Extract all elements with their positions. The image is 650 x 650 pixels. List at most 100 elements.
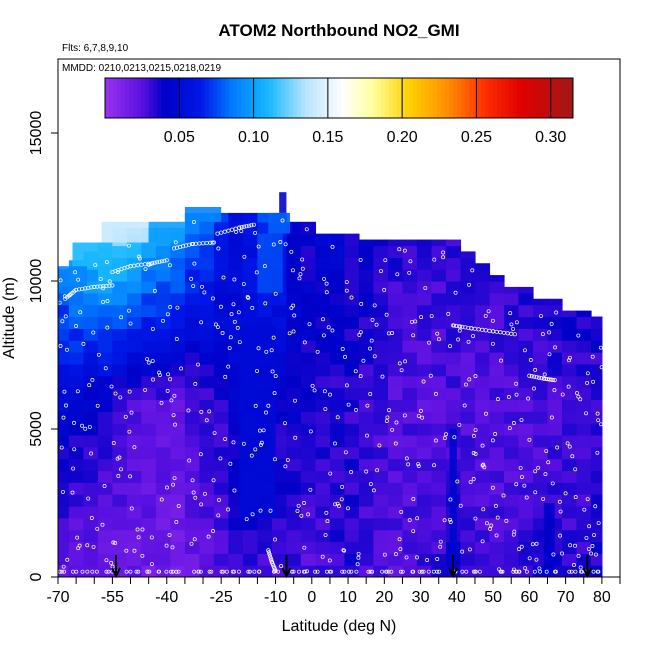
sample-point [344, 383, 349, 388]
colorbar-segment [357, 78, 362, 118]
sample-point [168, 377, 173, 382]
sample-point [483, 313, 488, 318]
heat-cell [431, 387, 447, 400]
sample-point [171, 413, 176, 418]
sample-point [563, 491, 568, 496]
colorbar-segment [461, 78, 466, 118]
heat-cell [58, 411, 70, 424]
sample-point [573, 467, 578, 472]
sample-point [481, 507, 486, 512]
heat-cell [344, 281, 360, 294]
heat-cell [431, 281, 447, 294]
heat-cell [402, 494, 418, 507]
heat-cell [170, 387, 186, 400]
flights-subtitle: Flts: 6,7,8,9,10 [62, 43, 129, 54]
sample-point [356, 555, 361, 560]
heat-cell [271, 352, 288, 365]
heat-cell [358, 352, 375, 365]
heat-cell [83, 399, 99, 412]
heat-cell [242, 541, 259, 554]
sample-point [490, 341, 495, 346]
sample-point [585, 497, 590, 502]
heat-cell [315, 257, 331, 270]
heat-cell [83, 328, 99, 341]
sample-point [448, 520, 453, 524]
heat-cell [445, 281, 462, 294]
sample-point [433, 391, 438, 396]
heat-cell [387, 363, 404, 377]
heat-cell [271, 541, 288, 554]
flight-tracks [58, 218, 604, 574]
heat-cell [58, 375, 70, 389]
sample-point [199, 502, 204, 507]
heat-cell [474, 399, 491, 412]
track-point [529, 374, 534, 379]
heat-cell [387, 434, 404, 448]
sample-point [553, 345, 558, 350]
heat-cell [373, 517, 389, 531]
heat-cell [112, 245, 128, 258]
heat-cell [416, 411, 433, 424]
sample-point [528, 358, 533, 362]
sample-point [573, 495, 578, 500]
heat-cell [184, 458, 200, 472]
track-point [249, 223, 254, 228]
heat-cell [561, 387, 578, 400]
heat-cell [170, 494, 186, 507]
sample-point [300, 257, 305, 262]
colorbar-segment [449, 78, 454, 118]
sample-point [547, 330, 552, 335]
colorbar-segment [405, 78, 410, 118]
heat-cell [83, 529, 99, 543]
heat-cell [286, 482, 302, 495]
sample-point [372, 303, 377, 308]
heat-cell [489, 281, 505, 294]
sample-point [416, 462, 421, 466]
heat-cell [112, 423, 128, 436]
heat-cell [358, 269, 375, 282]
heat-cell [373, 505, 389, 519]
heat-cell [532, 482, 549, 495]
sample-point [411, 333, 416, 338]
sample-point [333, 502, 337, 507]
heat-cell [518, 304, 534, 318]
heat-cell [547, 458, 563, 472]
sample-point [448, 517, 452, 522]
heat-cell [315, 352, 331, 365]
sample-point [394, 552, 398, 557]
heat-cell [126, 494, 142, 507]
x-tick-label: 20 [375, 589, 393, 606]
sample-point [471, 433, 476, 438]
heat-cell [358, 565, 375, 577]
heat-cell [97, 482, 113, 495]
heat-cell [300, 304, 317, 318]
colorbar-segment [221, 78, 226, 118]
heat-cell [155, 328, 171, 341]
heat-cell [97, 352, 113, 365]
heat-cell [68, 565, 84, 577]
track-point [269, 558, 274, 563]
sample-point [599, 422, 603, 427]
heat-cell [373, 529, 389, 543]
heat-cell [416, 505, 433, 519]
heat-cell [431, 399, 447, 412]
sample-point [176, 569, 181, 574]
heat-cell [58, 340, 70, 353]
profile-arrow-head [582, 567, 593, 579]
heat-cell [373, 565, 389, 577]
heat-cell [387, 446, 404, 460]
heat-cell [547, 298, 563, 306]
sample-point [91, 544, 96, 549]
heat-cell [373, 458, 389, 472]
sample-point [356, 551, 361, 556]
heat-cell [489, 446, 505, 460]
heat-cell [416, 239, 433, 247]
sample-point [456, 337, 461, 342]
sample-point [576, 333, 581, 338]
sample-point [402, 413, 407, 418]
heat-cell [112, 352, 128, 365]
sample-point [395, 272, 400, 277]
sample-point [143, 387, 148, 392]
heat-cell [126, 434, 142, 448]
colorbar-segment [489, 78, 494, 118]
